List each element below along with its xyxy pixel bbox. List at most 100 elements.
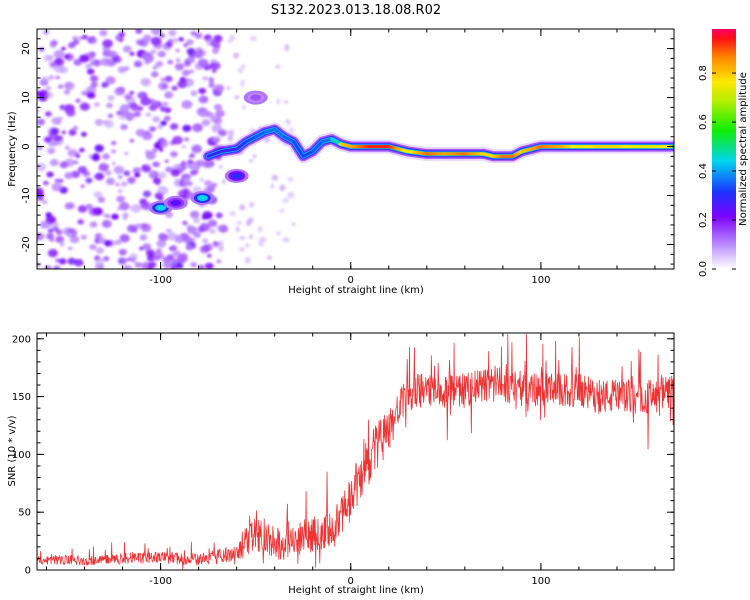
noise-speckle bbox=[142, 243, 152, 251]
noise-speckle bbox=[172, 37, 179, 43]
noise-speckle bbox=[271, 174, 278, 181]
noise-speckle bbox=[101, 219, 112, 228]
noise-speckle bbox=[202, 243, 213, 252]
noise-speckle bbox=[89, 221, 98, 228]
noise-speckle bbox=[248, 217, 254, 223]
noise-speckle bbox=[111, 213, 119, 220]
noise-speckle bbox=[157, 172, 167, 179]
noise-speckle bbox=[164, 91, 174, 99]
noise-speckle bbox=[176, 263, 184, 269]
noise-speckle bbox=[152, 104, 158, 109]
noise-speckle bbox=[134, 262, 142, 268]
noise-speckle bbox=[174, 63, 184, 71]
noise-speckle bbox=[227, 129, 235, 137]
noise-speckle bbox=[46, 171, 54, 178]
y-tick-label: 50 bbox=[18, 508, 31, 519]
noise-speckle bbox=[113, 165, 125, 175]
noise-speckle bbox=[60, 46, 66, 51]
colorbar-label: Normalized spectral amplitude bbox=[738, 72, 749, 226]
noise-speckle bbox=[37, 118, 46, 126]
noise-speckle bbox=[157, 124, 164, 130]
noise-speckle bbox=[284, 119, 291, 123]
noise-speckle bbox=[181, 100, 193, 109]
noise-speckle bbox=[198, 107, 207, 114]
noise-speckle bbox=[170, 245, 178, 251]
noise-speckle bbox=[202, 211, 213, 220]
noise-speckle bbox=[133, 111, 141, 117]
noise-speckle bbox=[127, 176, 136, 184]
noise-speckle bbox=[258, 239, 265, 247]
noise-speckle bbox=[90, 81, 98, 88]
noise-speckle bbox=[157, 186, 169, 195]
noise-speckle bbox=[45, 86, 51, 91]
ridge-segment bbox=[206, 149, 223, 158]
noise-speckle bbox=[40, 76, 50, 83]
noise-speckle bbox=[118, 31, 126, 37]
noise-speckle bbox=[111, 140, 117, 146]
noise-speckle bbox=[172, 135, 183, 145]
noise-speckle bbox=[235, 226, 240, 232]
noise-speckle bbox=[37, 262, 41, 268]
noise-speckle bbox=[248, 128, 256, 133]
noise-speckle bbox=[178, 37, 184, 42]
colorbar-ticks: 0.0 0.2 0.4 0.6 0.8 bbox=[698, 65, 736, 277]
noise-speckle bbox=[211, 182, 218, 188]
noise-speckle bbox=[55, 235, 65, 243]
noise-speckle bbox=[129, 139, 134, 143]
noise-speckle bbox=[66, 109, 76, 117]
noise-speckle bbox=[64, 158, 75, 167]
noise-speckle bbox=[222, 178, 226, 185]
noise-speckle bbox=[185, 244, 194, 251]
snr-y-label: SNR (10 * v/v) bbox=[7, 415, 18, 486]
noise-speckle bbox=[94, 119, 104, 126]
noise-speckle bbox=[182, 220, 188, 226]
noise-speckle bbox=[232, 52, 240, 59]
noise-speckle bbox=[44, 265, 52, 269]
noise-speckle bbox=[208, 219, 218, 227]
noise-speckle bbox=[80, 131, 87, 137]
signal-blob-layer bbox=[250, 94, 262, 101]
noise-speckle bbox=[79, 147, 85, 153]
noise-speckle bbox=[102, 39, 113, 48]
noise-speckle bbox=[42, 200, 48, 205]
noise-speckle bbox=[239, 236, 246, 240]
noise-speckle bbox=[107, 50, 116, 58]
noise-speckle bbox=[90, 75, 99, 82]
noise-speckle bbox=[208, 79, 215, 84]
noise-speckle bbox=[175, 58, 181, 63]
noise-speckle bbox=[205, 262, 214, 269]
noise-speckle bbox=[167, 38, 174, 44]
noise-speckle bbox=[80, 234, 87, 240]
noise-speckle bbox=[96, 247, 104, 254]
noise-speckle bbox=[177, 254, 188, 264]
noise-speckle bbox=[93, 191, 103, 199]
noise-speckle bbox=[145, 151, 156, 160]
snr-series-line bbox=[37, 333, 674, 570]
noise-speckle bbox=[182, 124, 192, 132]
noise-speckle bbox=[183, 177, 190, 183]
noise-speckle bbox=[123, 170, 131, 176]
noise-speckle bbox=[212, 136, 221, 143]
signal-blob bbox=[243, 90, 268, 105]
noise-speckle bbox=[37, 146, 43, 150]
noise-speckle bbox=[146, 254, 155, 262]
noise-speckle bbox=[164, 75, 173, 82]
ridge-segment bbox=[320, 137, 334, 144]
noise-speckle bbox=[119, 104, 130, 113]
noise-speckle bbox=[140, 201, 151, 210]
noise-speckle bbox=[46, 233, 55, 240]
noise-speckle bbox=[206, 253, 212, 258]
noise-speckle bbox=[182, 69, 190, 77]
noise-speckle bbox=[122, 45, 132, 53]
ridge-segment bbox=[235, 140, 248, 151]
noise-speckle bbox=[68, 246, 73, 251]
noise-speckle bbox=[51, 116, 61, 125]
noise-speckle bbox=[167, 59, 174, 65]
noise-speckle bbox=[270, 183, 274, 189]
noise-speckle bbox=[114, 87, 125, 96]
noise-speckle bbox=[43, 180, 49, 186]
noise-speckle bbox=[244, 256, 251, 264]
noise-speckle bbox=[112, 55, 122, 64]
noise-speckle bbox=[89, 244, 97, 251]
noise-speckle bbox=[118, 111, 129, 121]
